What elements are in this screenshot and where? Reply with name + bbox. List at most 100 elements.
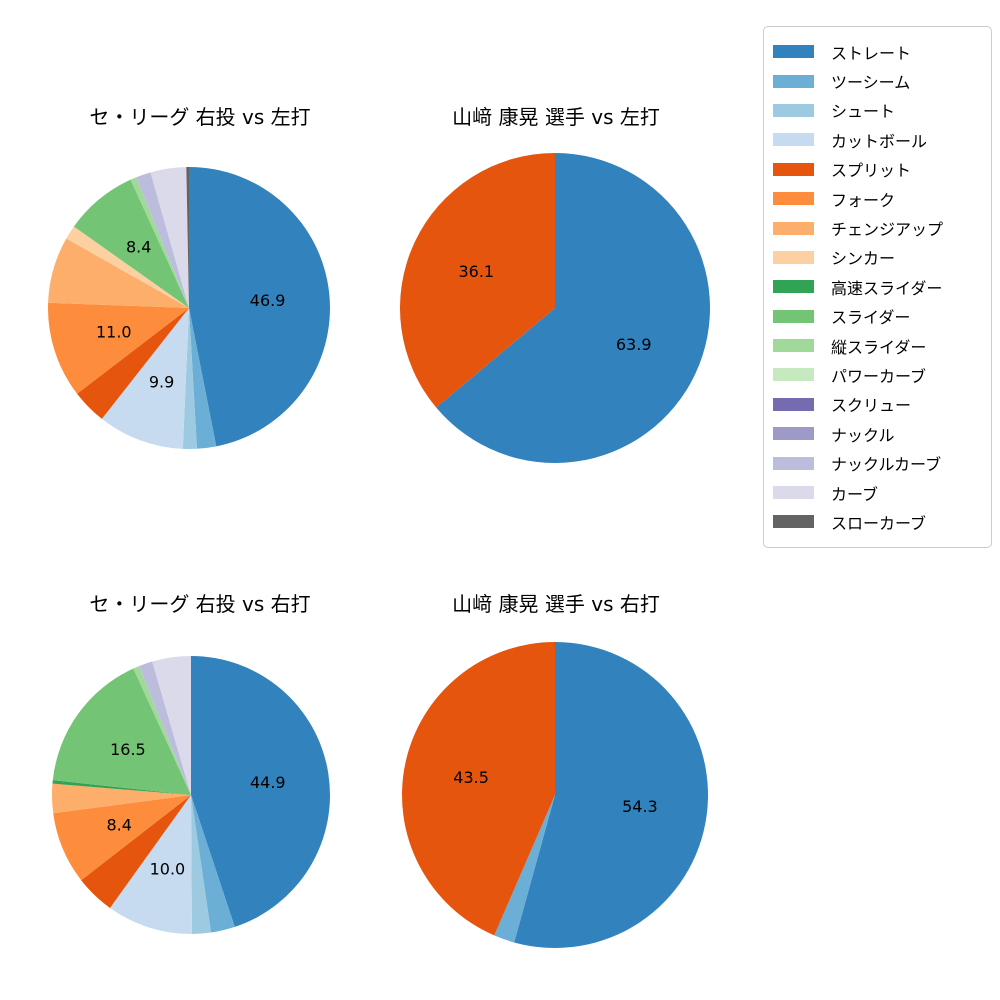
legend-item-label: シンカー (831, 249, 896, 269)
legend-swatch-icon (773, 162, 814, 176)
legend-swatch-icon (773, 397, 814, 411)
legend-item: シンカー (773, 243, 979, 272)
pie-slice-縦スライダー (133, 666, 191, 795)
legend-item-label: 高速スライダー (831, 278, 943, 298)
legend-item-label: スプリット (831, 161, 912, 181)
legend-item: フォーク (773, 184, 979, 213)
legend-item-label: スライダー (831, 308, 911, 328)
legend-swatch-icon (773, 368, 814, 382)
pie-slice-カットボール (101, 308, 189, 449)
pie-slice-value-label: 8.4 (106, 816, 131, 835)
legend-item: パワーカーブ (773, 360, 979, 389)
pie-slice-カットボール (110, 795, 192, 935)
pie-slice-value-label: 11.0 (96, 322, 132, 341)
pie-slice-value-label: 8.4 (126, 238, 151, 257)
legend-item-label: ナックルカーブ (831, 455, 942, 475)
pie-slice-value-label: 44.9 (250, 773, 286, 792)
pie-slice-シンカー (66, 226, 189, 308)
pie-slice-value-label: 46.9 (250, 291, 286, 310)
legend-item: スローカーブ (773, 507, 979, 536)
legend-item-label: カーブ (831, 484, 879, 504)
legend-item: ナックル (773, 419, 979, 448)
pie-slice-カーブ (150, 167, 189, 308)
legend-swatch-icon (773, 515, 814, 529)
legend-item: チェンジアップ (773, 213, 979, 242)
pie-slice-スプリット (81, 795, 191, 908)
legend-swatch-icon (773, 133, 814, 147)
legend-item: ツーシーム (773, 66, 979, 95)
pie-slice-ツーシーム (191, 795, 235, 933)
pie-slice-スプリット (399, 153, 555, 408)
pie-slice-ストレート (191, 656, 330, 927)
pie-slice-value-label: 54.3 (622, 797, 658, 816)
chart-title-league-vs-left: セ・リーグ 右投 vs 左打 (89, 105, 311, 129)
legend: ストレートツーシームシュートカットボール スプリットフォークチェンジアップシンカー… (763, 26, 992, 548)
pie-slice-カーブ (152, 656, 191, 795)
legend-item-label: ナックル (831, 425, 895, 445)
legend-item-label: フォーク (831, 190, 896, 210)
legend-item: カーブ (773, 478, 979, 507)
legend-item-label: シュート (831, 102, 896, 122)
pie-slice-ナックルカーブ (136, 172, 189, 308)
legend-item: スプリット (773, 155, 979, 184)
pie-slice-value-label: 63.9 (616, 335, 652, 354)
legend-item: スライダー (773, 302, 979, 331)
legend-item: 高速スライダー (773, 272, 979, 301)
chart-title-yamasaki-vs-right: 山﨑 康晃 選手 vs 右打 (452, 592, 660, 616)
pie-slice-フォーク (53, 795, 192, 881)
pie-chart-league-vs-left: 46.9 9.9 11.0 8.4 (48, 167, 330, 449)
pie-slice-チェンジアップ (48, 238, 189, 308)
chart-title-yamasaki-vs-left: 山﨑 康晃 選手 vs 左打 (452, 105, 660, 129)
pie-slice-シュート (191, 795, 212, 934)
pie-slice-高速スライダー (52, 780, 192, 795)
pie-slice-ナックルカーブ (139, 661, 191, 795)
pie-chart-league-vs-right: 44.9 10.0 8.4 16.5 (51, 656, 330, 935)
legend-item-label: スクリュー (831, 396, 912, 416)
legend-swatch-icon (773, 427, 814, 441)
legend-item: 縦スライダー (773, 331, 979, 360)
pie-slice-value-label: 10.0 (150, 860, 186, 879)
pie-slice-value-label: 16.5 (110, 740, 146, 759)
pie-slice-スローカーブ (186, 167, 189, 308)
legend-swatch-icon (773, 192, 814, 206)
pie-slice-スライダー (73, 179, 189, 308)
pie-slice-ツーシーム (494, 795, 555, 943)
legend-swatch-icon (773, 221, 814, 235)
legend-item-label: スローカーブ (831, 513, 927, 533)
legend-item: カットボール (773, 125, 979, 154)
pie-slice-ツーシーム (189, 308, 217, 449)
pie-slice-縦スライダー (130, 177, 189, 308)
legend-item-label: ツーシーム (831, 73, 911, 93)
legend-swatch-icon (773, 456, 814, 470)
pie-slice-スプリット (77, 308, 189, 419)
legend-item-label: カットボール (831, 131, 928, 151)
legend-item-label: 縦スライダー (831, 337, 927, 357)
pie-slice-スライダー (52, 668, 191, 795)
pie-chart-yamasaki-vs-left: 63.9 36.1 (399, 153, 710, 463)
legend-swatch-icon (773, 103, 814, 117)
legend-swatch-icon (773, 339, 814, 353)
legend-item: ストレート (773, 37, 979, 66)
pie-slice-フォーク (48, 302, 190, 394)
legend-item-label: ストレート (831, 43, 912, 63)
legend-item: ナックルカーブ (773, 448, 979, 477)
legend-item-label: パワーカーブ (831, 366, 927, 386)
pie-slice-value-label: 9.9 (149, 373, 174, 392)
legend-swatch-icon (773, 250, 814, 264)
pie-slice-ストレート (514, 642, 708, 948)
legend-swatch-icon (773, 74, 814, 88)
pie-slice-シュート (182, 308, 197, 449)
legend-swatch-icon (773, 45, 814, 59)
legend-item: スクリュー (773, 390, 979, 419)
chart-title-league-vs-right: セ・リーグ 右投 vs 右打 (89, 592, 311, 616)
pie-slice-value-label: 43.5 (453, 768, 489, 787)
legend-item: シュート (773, 96, 979, 125)
pie-chart-yamasaki-vs-right: 54.3 43.5 (401, 642, 708, 948)
pie-slice-value-label: 36.1 (458, 262, 494, 281)
pie-slice-チェンジアップ (51, 783, 192, 814)
legend-swatch-icon (773, 309, 814, 323)
pie-slice-ストレート (436, 153, 710, 463)
pie-slice-ストレート (189, 167, 330, 447)
legend-swatch-icon (773, 280, 814, 294)
